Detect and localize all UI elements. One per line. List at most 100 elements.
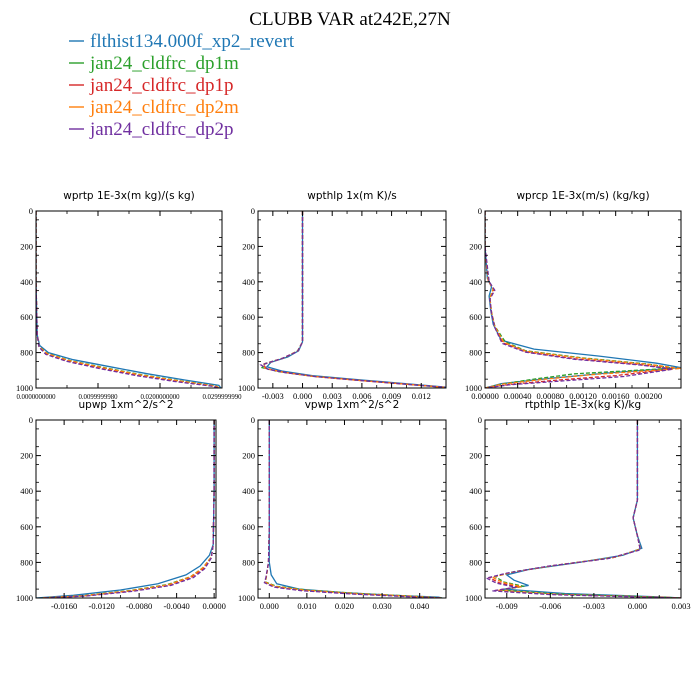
chart-panel: wpthlp 1x(m K)/s 0 200 400 600 800 1000 -0.003 0…: [238, 190, 447, 401]
series-line: [268, 420, 443, 598]
series-line: [485, 211, 681, 388]
x-tick-label: 0.00080: [537, 391, 565, 401]
y-tick-label: 400: [469, 277, 482, 287]
y-tick-label: 800: [242, 557, 255, 567]
panel-title: rtpthlp 1E-3x(kg K)/kg: [525, 399, 641, 411]
chart-panel: upwp 1xm^2/s^2 0 200 400 600 800 1000 -0.0160 -0…: [16, 399, 226, 611]
y-tick-label: 0: [29, 415, 33, 425]
legend-label: jan24_cldfrc_dp1m: [89, 53, 239, 74]
x-tick-label: -0.0160: [51, 601, 77, 611]
series-line: [36, 211, 220, 388]
x-tick-label: -0.0080: [126, 601, 152, 611]
series-line: [263, 211, 445, 388]
y-tick-label: 200: [469, 241, 482, 251]
panel-title: wpthlp 1x(m K)/s: [307, 190, 397, 202]
y-tick-label: 200: [242, 241, 255, 251]
x-tick-label: 0.0000000000: [16, 394, 56, 401]
y-tick-label: 600: [20, 522, 33, 532]
series-line: [36, 420, 215, 598]
panel-title: wprcp 1E-3x(m/s) (kg/kg): [516, 190, 649, 202]
x-tick-label: 0.010: [297, 601, 316, 611]
legend-label: flthist134.000f_xp2_revert: [90, 31, 295, 52]
y-tick-label: 0: [29, 206, 33, 216]
y-tick-label: 400: [242, 277, 255, 287]
y-tick-label: 600: [20, 312, 33, 322]
series-line: [485, 211, 673, 388]
panel-title: upwp 1xm^2/s^2: [79, 399, 174, 411]
legend-label: jan24_cldfrc_dp2m: [89, 97, 239, 118]
x-tick-label: 0.006: [352, 391, 371, 401]
x-tick-label: 0.00000: [471, 391, 499, 401]
y-tick-label: 1000: [465, 593, 482, 603]
y-tick-label: 400: [469, 486, 482, 496]
x-tick-label: 0.030: [373, 601, 392, 611]
x-tick-label: 0.0099999980: [78, 394, 118, 401]
chart-panel: vpwp 1xm^2/s^2 0 200 400 600 800 1000 0.000 0.01…: [238, 399, 447, 611]
series-line: [42, 420, 215, 598]
series-line: [40, 420, 215, 598]
y-tick-label: 800: [469, 557, 482, 567]
y-tick-label: 1000: [16, 383, 33, 393]
x-tick-label: 0.003: [323, 391, 342, 401]
chart-panel: rtpthlp 1E-3x(kg K)/kg 0 200 400 600 800 1000 -…: [465, 399, 691, 611]
series-line: [264, 420, 442, 598]
x-tick-label: 0.000: [260, 601, 279, 611]
y-tick-label: 200: [20, 241, 33, 251]
x-tick-label: -0.003: [583, 601, 605, 611]
series-line: [41, 420, 215, 598]
x-tick-label: 0.040: [410, 601, 429, 611]
y-tick-label: 400: [242, 486, 255, 496]
x-tick-label: 0.00160: [602, 391, 630, 401]
y-tick-label: 0: [478, 206, 482, 216]
x-tick-label: -0.006: [539, 601, 561, 611]
chart-panel: wprtp 1E-3x(m kg)/(s kg) 0 200 400 600 800 100…: [16, 190, 242, 401]
x-tick-label: 0.0299999990: [202, 394, 242, 401]
legend-label: jan24_cldfrc_dp1p: [89, 75, 234, 96]
y-tick-label: 0: [478, 415, 482, 425]
x-tick-label: 0.000: [293, 391, 312, 401]
series-line: [40, 420, 215, 598]
legend-label: jan24_cldfrc_dp2p: [89, 119, 234, 140]
series-line: [503, 420, 681, 598]
series-line: [36, 211, 220, 388]
x-tick-label: 0.000: [628, 601, 647, 611]
series-line: [263, 420, 442, 598]
plot-frame: [257, 210, 447, 389]
series-line: [265, 211, 446, 388]
y-tick-label: 1000: [238, 593, 255, 603]
series-line: [259, 211, 446, 388]
x-tick-label: 0.00200: [635, 391, 663, 401]
panel-title: vpwp 1xm^2/s^2: [305, 399, 400, 411]
y-tick-label: 200: [20, 451, 33, 461]
x-tick-label: 0.009: [382, 391, 401, 401]
y-tick-label: 800: [20, 557, 33, 567]
y-tick-label: 800: [20, 348, 33, 358]
y-tick-label: 400: [20, 277, 33, 287]
x-tick-label: 0.00040: [504, 391, 532, 401]
legend: flthist134.000f_xp2_revertjan24_cldfrc_d…: [69, 31, 295, 140]
x-tick-label: 0.020: [335, 601, 354, 611]
panels: wprtp 1E-3x(m kg)/(s kg) 0 200 400 600 800 100…: [16, 190, 691, 611]
chart-panel: wprcp 1E-3x(m/s) (kg/kg) 0 200 400 600 800 100…: [465, 190, 682, 401]
y-tick-label: 0: [251, 206, 255, 216]
x-tick-label: -0.003: [262, 391, 284, 401]
y-tick-label: 1000: [238, 383, 255, 393]
series-line: [36, 211, 219, 388]
x-tick-label: 0.00120: [569, 391, 597, 401]
plot-frame: [35, 419, 217, 599]
series-line: [264, 420, 443, 598]
x-tick-label: -0.0040: [164, 601, 190, 611]
plot-frame: [484, 210, 682, 389]
series-line: [36, 211, 220, 388]
x-tick-label: 0.012: [412, 391, 431, 401]
series-line: [261, 211, 446, 388]
x-tick-label: 0.0000: [202, 601, 225, 611]
y-tick-label: 800: [469, 348, 482, 358]
x-tick-label: 0.003: [671, 601, 690, 611]
y-tick-label: 200: [469, 451, 482, 461]
y-tick-label: 600: [242, 312, 255, 322]
series-line: [485, 420, 681, 598]
series-line: [260, 211, 445, 388]
plot-frame: [257, 419, 447, 599]
